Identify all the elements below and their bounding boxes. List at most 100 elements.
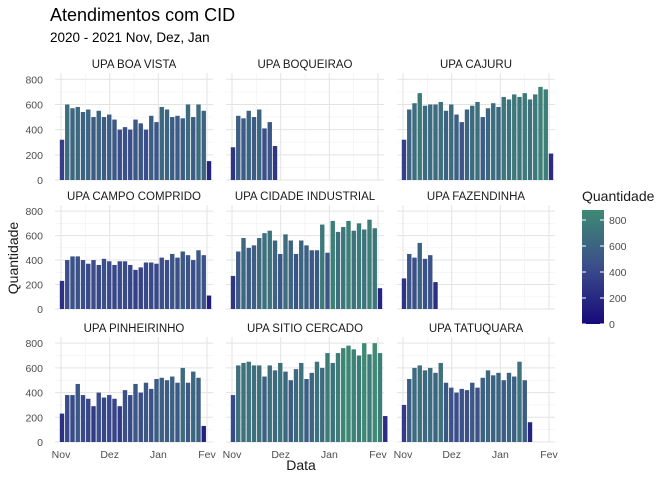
- bar: [262, 376, 267, 442]
- bar: [496, 372, 501, 442]
- bar: [117, 129, 122, 180]
- bar: [293, 253, 299, 309]
- bar: [506, 99, 512, 180]
- bar: [246, 247, 251, 309]
- bar: [272, 146, 278, 180]
- bar: [143, 129, 149, 180]
- bar: [80, 112, 86, 180]
- bar: [475, 101, 480, 180]
- bar: [164, 109, 170, 180]
- bar: [180, 367, 185, 442]
- bar: [96, 392, 101, 442]
- bar: [75, 383, 80, 442]
- bar: [356, 223, 362, 309]
- bar: [320, 224, 325, 309]
- bar: [459, 122, 464, 180]
- bar: [443, 382, 449, 442]
- bar: [117, 406, 122, 442]
- bar: [86, 109, 91, 180]
- x-tick-label: Fev: [540, 449, 558, 461]
- bar: [422, 370, 428, 442]
- bar: [65, 104, 70, 180]
- bar: [201, 255, 206, 309]
- bar: [341, 348, 346, 442]
- bar: [206, 295, 212, 309]
- bar: [278, 362, 283, 442]
- bar: [438, 101, 443, 180]
- bar: [433, 282, 438, 309]
- bar: [330, 220, 335, 309]
- bar: [407, 253, 412, 309]
- bar: [367, 354, 372, 442]
- chart-title: Atendimentos com CID: [50, 5, 235, 25]
- bar: [86, 398, 91, 442]
- y-axis-title: Quantidade: [5, 222, 21, 295]
- y-tick-label: 400: [25, 255, 43, 267]
- bar: [96, 110, 101, 180]
- bar: [230, 275, 236, 309]
- bar: [262, 128, 267, 180]
- bar: [59, 280, 65, 309]
- bar: [246, 361, 251, 442]
- bar: [201, 110, 206, 180]
- facet-panel: UPA CAMPO COMPRIDO 0 200 400 600 800: [25, 191, 213, 316]
- bar: [201, 425, 206, 442]
- facet-label: UPA PINHEIRINHO: [84, 323, 185, 335]
- bar: [122, 261, 128, 309]
- bar: [438, 362, 443, 442]
- bar: [230, 395, 236, 442]
- bar: [206, 161, 212, 180]
- bar: [543, 89, 548, 180]
- bar: [149, 262, 154, 309]
- bar: [496, 106, 501, 180]
- facet-panel: UPA SITIO CERCADO Nov Dez Jan Fev: [223, 323, 388, 461]
- x-tick-label: Nov: [52, 449, 71, 461]
- x-tick-label: Dez: [442, 449, 461, 461]
- y-tick-label: 600: [25, 99, 43, 111]
- y-tick-label: 200: [25, 150, 43, 162]
- bar: [401, 278, 407, 309]
- bar: [138, 267, 143, 309]
- facet-label: UPA TATUQUARA: [429, 323, 524, 335]
- x-tick-label: Nov: [394, 449, 413, 461]
- bar: [267, 122, 272, 180]
- bar: [341, 227, 346, 309]
- bar: [299, 362, 304, 442]
- bar: [175, 115, 180, 180]
- bar: [330, 362, 335, 442]
- bar: [143, 382, 149, 442]
- bar: [257, 238, 262, 309]
- bar: [196, 104, 201, 180]
- bar: [112, 264, 117, 309]
- bar: [133, 383, 138, 442]
- y-tick-label: 800: [25, 74, 43, 86]
- y-tick-label: 400: [25, 125, 43, 137]
- bar: [170, 117, 175, 180]
- facet-label: UPA SITIO CERCADO: [247, 323, 363, 335]
- bar: [65, 395, 70, 442]
- bar: [470, 105, 475, 180]
- bar: [185, 104, 191, 180]
- bar: [325, 252, 330, 309]
- bar: [422, 258, 428, 309]
- bar: [288, 380, 293, 442]
- bar: [107, 114, 112, 180]
- bar: [433, 104, 438, 180]
- bar: [517, 96, 522, 180]
- bar: [257, 365, 262, 442]
- bar: [309, 250, 314, 309]
- bar: [401, 404, 407, 442]
- bar: [272, 240, 278, 309]
- y-tick-label: 800: [25, 206, 43, 218]
- bar: [241, 238, 246, 309]
- bar: [527, 422, 533, 442]
- bar: [251, 245, 257, 309]
- bar: [335, 231, 341, 309]
- bar: [412, 367, 417, 442]
- bar: [251, 365, 257, 442]
- bar: [475, 387, 480, 442]
- facet-panel: UPA CIDADE INDUSTRIAL: [226, 191, 384, 310]
- bar: [175, 382, 180, 442]
- bar: [91, 260, 96, 309]
- x-tick-label: Dez: [271, 449, 290, 461]
